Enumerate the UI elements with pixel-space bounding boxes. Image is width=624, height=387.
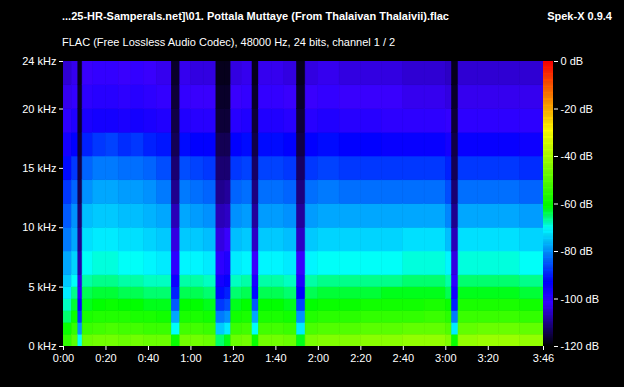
svg-text:1:40: 1:40	[265, 352, 286, 364]
svg-text:-40 dB: -40 dB	[561, 150, 593, 162]
html-text:FLAC (Free Lossless Audio Code: FLAC (Free Lossless Audio Codec), 48000 …	[62, 36, 396, 48]
svg-text:2:00: 2:00	[308, 352, 329, 364]
svg-text:20 kHz: 20 kHz	[22, 103, 56, 115]
svg-text:2:20: 2:20	[350, 352, 371, 364]
svg-text:3:46: 3:46	[533, 352, 554, 364]
svg-text:0:00: 0:00	[53, 352, 74, 364]
svg-text:24 kHz: 24 kHz	[22, 55, 56, 67]
svg-text:-100 dB: -100 dB	[561, 293, 600, 305]
svg-text:15 kHz: 15 kHz	[22, 162, 56, 174]
svg-text:0:40: 0:40	[138, 352, 159, 364]
svg-text:1:00: 1:00	[180, 352, 201, 364]
svg-text:5 kHz: 5 kHz	[28, 281, 56, 293]
svg-text:-60 dB: -60 dB	[561, 198, 593, 210]
svg-text:2:40: 2:40	[393, 352, 414, 364]
svg-text:0:20: 0:20	[95, 352, 116, 364]
svg-text:-120 dB: -120 dB	[561, 340, 600, 352]
svg-text:0 kHz: 0 kHz	[28, 340, 56, 352]
svg-text:0 dB: 0 dB	[561, 55, 584, 67]
svg-text:1:20: 1:20	[223, 352, 244, 364]
svg-text:10 kHz: 10 kHz	[22, 221, 56, 233]
html-text:...25-HR-Samperals.net]\01. Po: ...25-HR-Samperals.net]\01. Pottala Mutt…	[62, 10, 449, 22]
svg-text:-80 dB: -80 dB	[561, 245, 593, 257]
html-text:Spek-X 0.9.4: Spek-X 0.9.4	[547, 10, 612, 22]
svg-text:3:00: 3:00	[435, 352, 456, 364]
svg-text:-20 dB: -20 dB	[561, 103, 593, 115]
svg-text:3:20: 3:20	[478, 352, 499, 364]
